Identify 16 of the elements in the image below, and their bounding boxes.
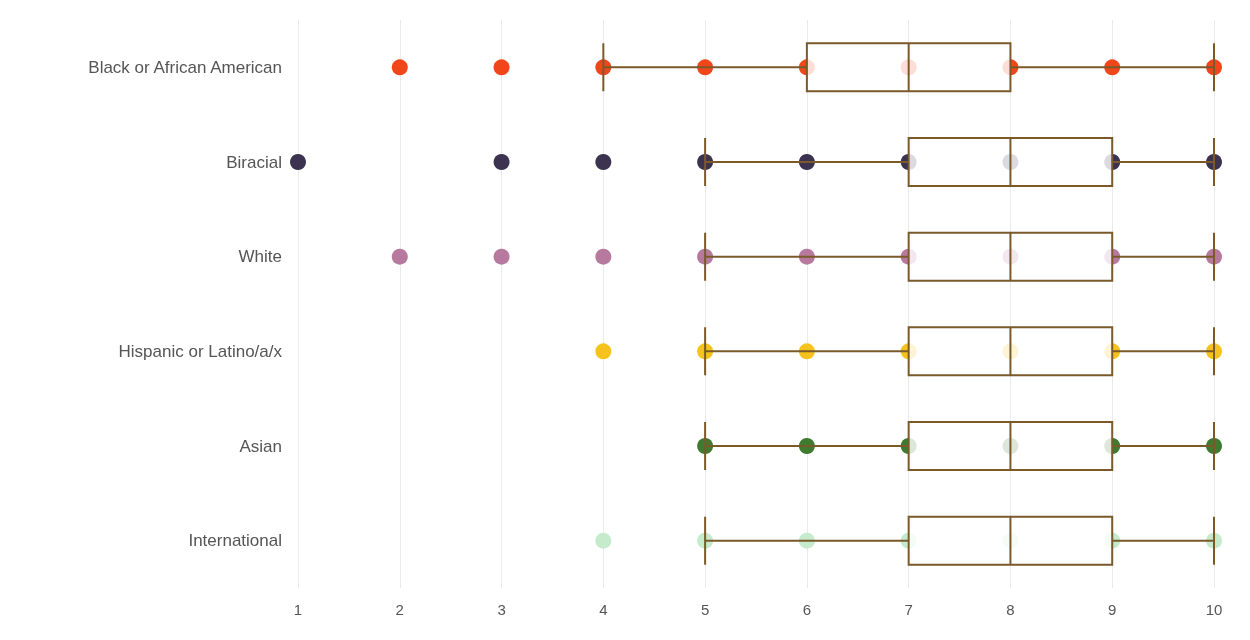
y-tick-label: Asian [239,436,282,456]
x-tick-label: 10 [1205,601,1223,618]
x-tick-label: 8 [1006,601,1015,618]
x-tick-label: 3 [497,601,506,618]
x-tick-label: 4 [599,601,608,618]
x-tick-label: 2 [395,601,404,618]
y-tick-label: Biracial [226,152,282,172]
x-tick-label: 1 [293,601,303,618]
x-tick-label: 5 [700,601,710,618]
y-tick-label: Hispanic or Latino/a/x [118,341,283,361]
y-tick-label: International [188,531,282,551]
y-tick-label: White [238,247,282,267]
x-tick-label: 7 [904,601,913,618]
x-tick-label: 9 [1108,601,1117,618]
x-tick-label: 6 [802,601,812,618]
y-tick-label: Black or African American [88,57,282,77]
